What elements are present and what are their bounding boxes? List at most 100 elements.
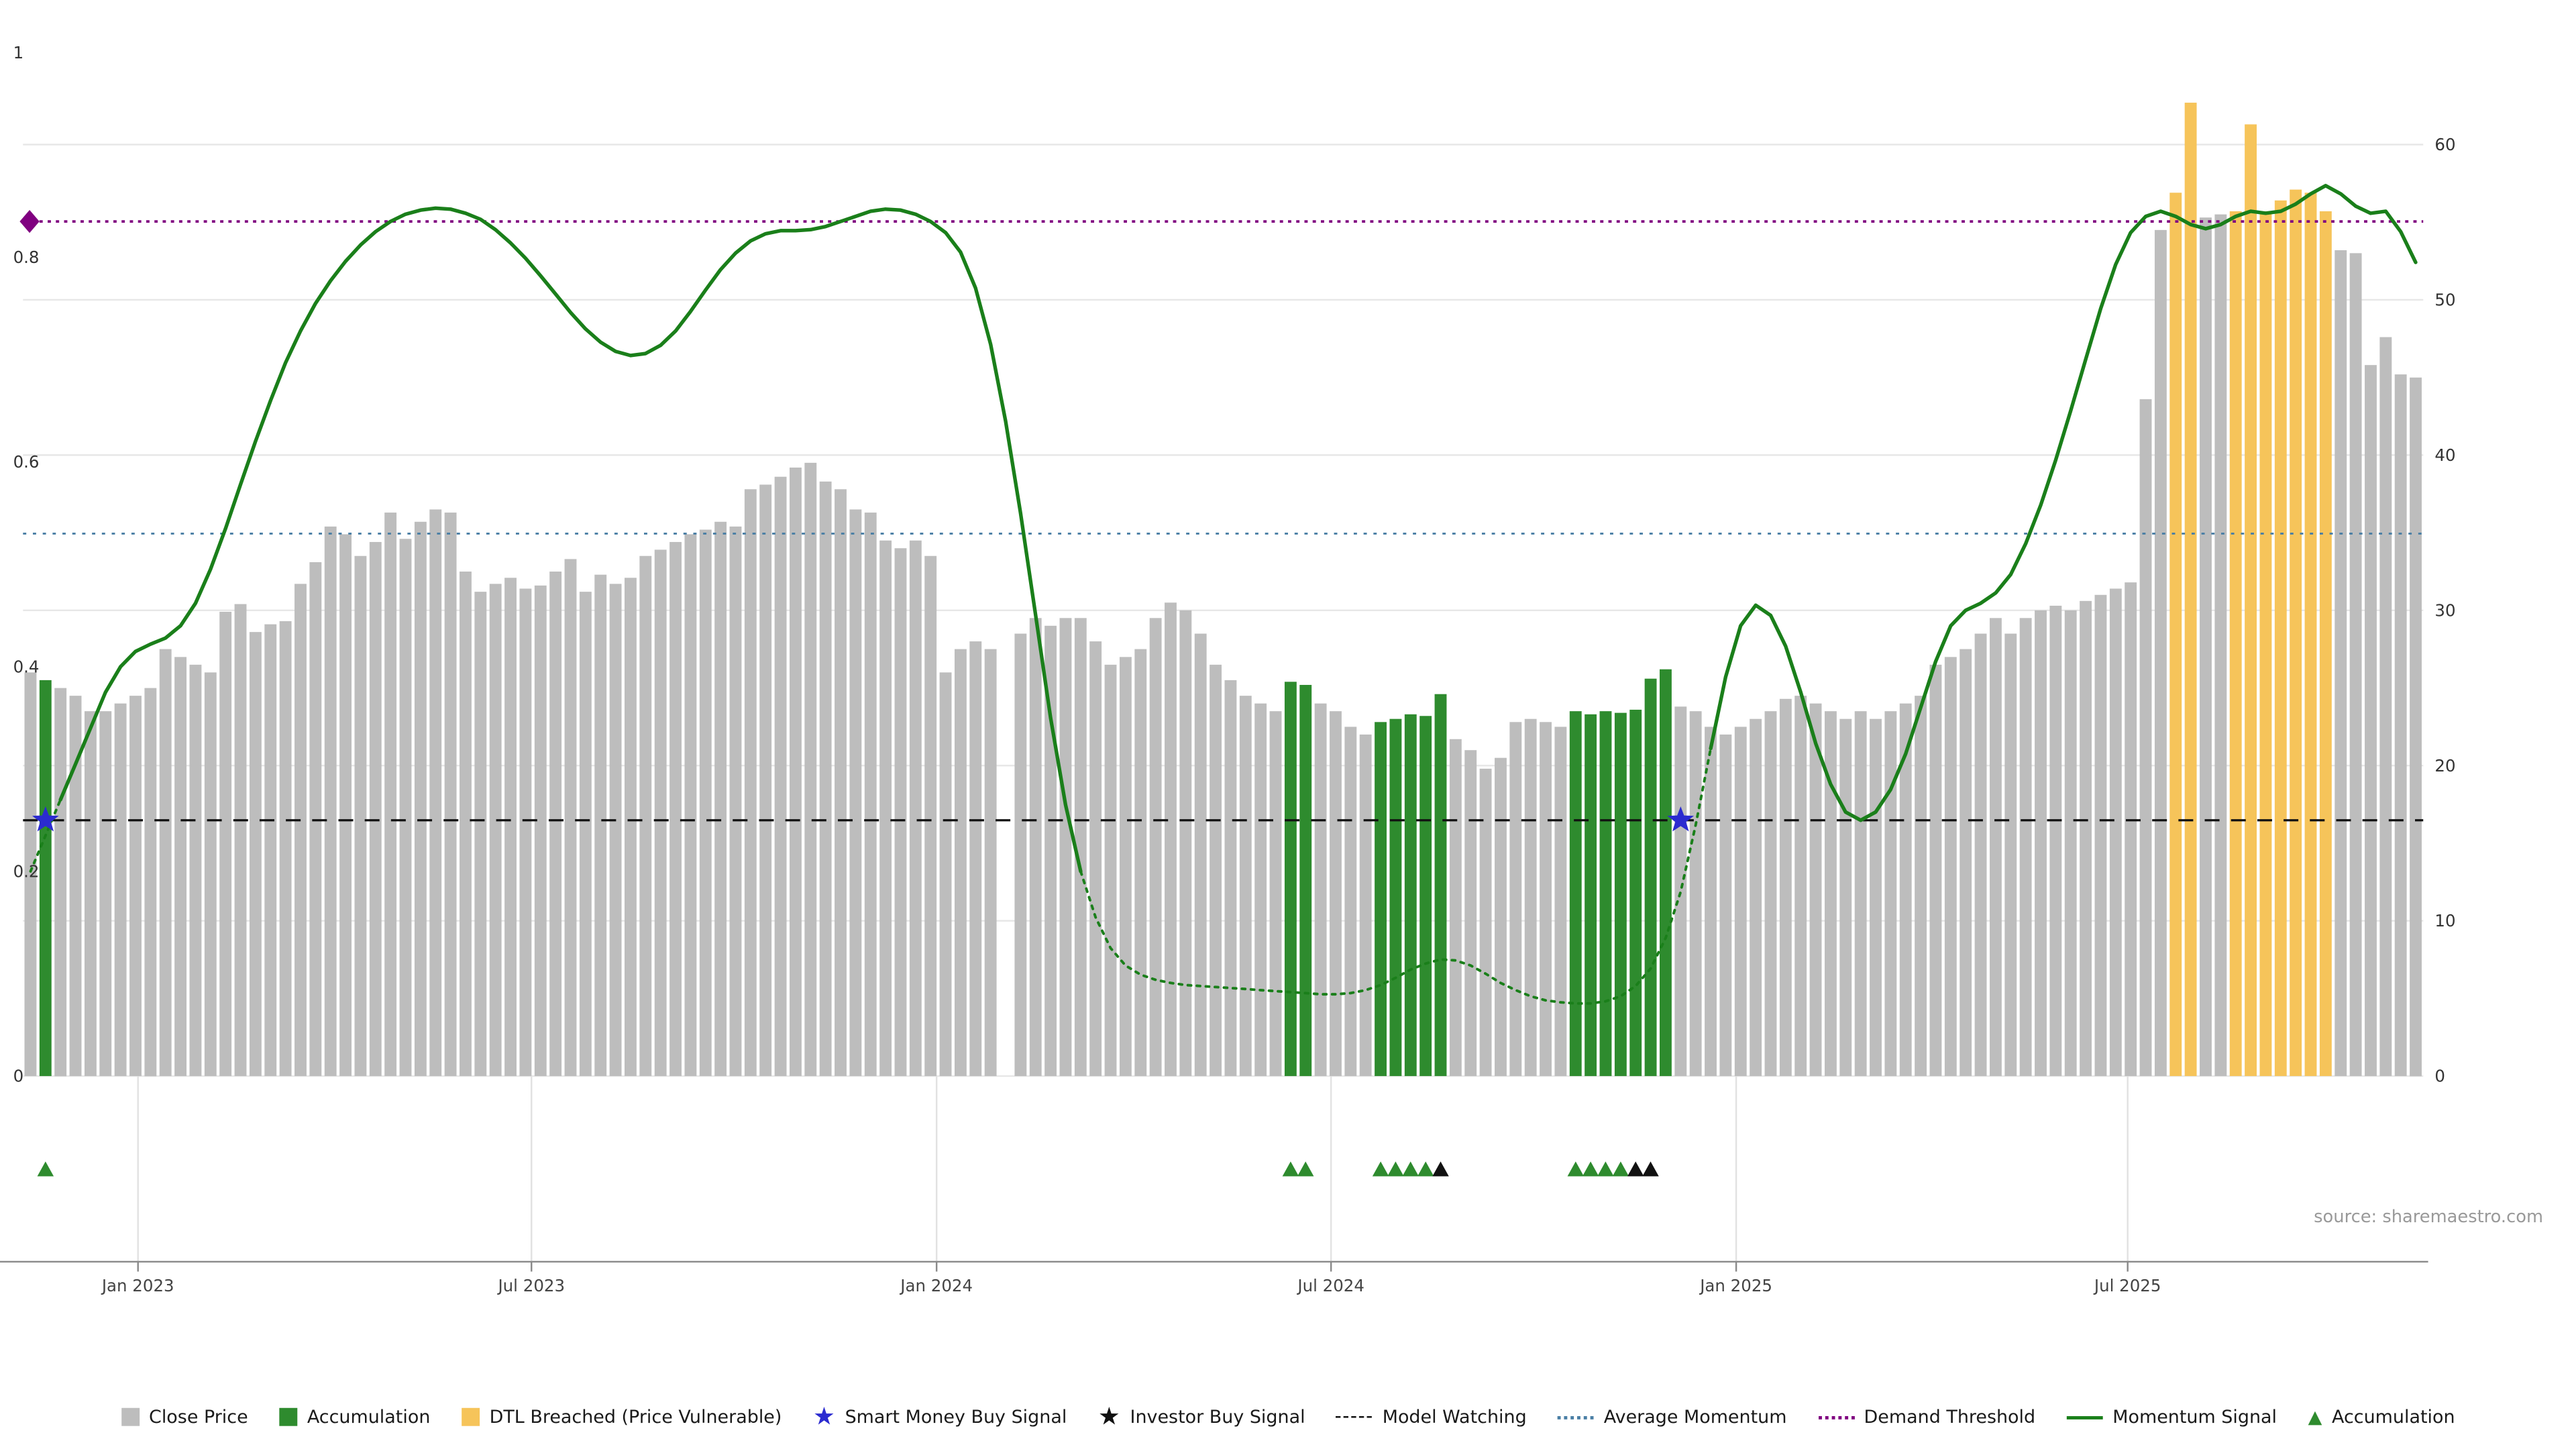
close-price-bar xyxy=(1989,618,2002,1077)
legend-item-close-price[interactable]: Close Price xyxy=(121,1406,248,1428)
close-price-bar xyxy=(639,555,652,1077)
momentum-signal-swatch-icon xyxy=(2066,1415,2103,1419)
close-price-bar xyxy=(714,521,727,1077)
investor-buy-triangle-marker xyxy=(1432,1161,1449,1177)
x-axis-tick-label: Jan 2024 xyxy=(899,1276,973,1295)
average-momentum-swatch-icon xyxy=(1558,1415,1595,1419)
legend-item-demand-threshold[interactable]: Demand Threshold xyxy=(1817,1406,2035,1428)
accumulation-bar xyxy=(1434,694,1447,1077)
close-price-bar xyxy=(835,489,847,1077)
x-axis-tick-label: Jul 2024 xyxy=(1296,1276,1364,1295)
close-price-bar xyxy=(1779,698,1792,1077)
close-price-bar xyxy=(849,509,862,1077)
close-price-bar xyxy=(1104,664,1117,1077)
momentum-line-segment xyxy=(1709,184,2418,822)
close-price-bar xyxy=(939,672,952,1077)
left-axis-tick-label: 0.4 xyxy=(13,657,40,676)
close-price-bar xyxy=(2080,600,2092,1077)
accumulation-bar xyxy=(1404,714,1417,1077)
momentum-line-segment xyxy=(29,798,62,873)
accumulation-bar xyxy=(1599,711,1612,1077)
right-axis-tick-label: 60 xyxy=(2434,135,2455,154)
legend-item-average-momentum[interactable]: Average Momentum xyxy=(1558,1406,1786,1428)
legend-item-investor-buy[interactable]: ★ Investor Buy Signal xyxy=(1097,1401,1305,1432)
close-price-bar xyxy=(339,534,352,1077)
close-price-bar xyxy=(879,540,892,1077)
close-price-bar xyxy=(1344,727,1357,1077)
close-price-bar xyxy=(444,513,457,1077)
close-price-bar xyxy=(954,649,967,1077)
reference-lines xyxy=(23,220,2424,822)
demand-threshold-swatch-icon xyxy=(1817,1415,1854,1419)
legend-item-accumulation[interactable]: Accumulation xyxy=(279,1406,430,1428)
close-price-bar xyxy=(2064,610,2077,1077)
close-price-bar xyxy=(519,588,532,1077)
close-price-bar xyxy=(2349,253,2362,1077)
close-price-bar xyxy=(369,541,382,1077)
close-price-bar xyxy=(2334,250,2347,1077)
dtl-breached-bar xyxy=(2319,211,2332,1077)
close-price-bar xyxy=(249,632,262,1077)
accumulation-bar xyxy=(1375,722,1387,1077)
legend-label: DTL Breached (Price Vulnerable) xyxy=(489,1406,782,1428)
accumulation-bar xyxy=(39,680,52,1077)
close-price-bar xyxy=(1330,711,1342,1077)
close-price-bar xyxy=(1210,664,1222,1077)
legend-item-smart-money-buy[interactable]: ★ Smart Money Buy Signal xyxy=(813,1404,1067,1429)
dtl-breached-bar xyxy=(2184,103,2197,1077)
legend-item-model-watching[interactable]: Model Watching xyxy=(1336,1406,1527,1428)
dtl-breached-bar xyxy=(2290,189,2302,1077)
close-price-bar xyxy=(864,513,877,1077)
close-price-bar xyxy=(1314,703,1327,1077)
close-price-bar xyxy=(1479,768,1492,1077)
accumulation-triangle-marker xyxy=(1612,1161,1629,1177)
close-price-bar xyxy=(54,688,67,1077)
close-price-bar xyxy=(804,462,817,1077)
close-price-bar xyxy=(2049,605,2062,1077)
close-price-bar xyxy=(264,624,277,1077)
close-price-bar xyxy=(1750,718,1762,1077)
right-axis-tick-label: 50 xyxy=(2434,290,2455,310)
accumulation-triangle-marker xyxy=(1417,1161,1434,1177)
close-price-bar xyxy=(1014,633,1027,1077)
x-axis-tick-label: Jan 2023 xyxy=(101,1276,174,1295)
close-price-bar xyxy=(1269,711,1282,1077)
accumulation-bar xyxy=(1614,712,1627,1077)
close-price-bar xyxy=(2214,214,2227,1077)
x-axis-tick-label: Jul 2025 xyxy=(2093,1276,2161,1295)
close-price-bar xyxy=(2004,633,2017,1077)
close-price-bar xyxy=(1194,633,1207,1077)
legend-label: Close Price xyxy=(149,1406,248,1428)
close-price-bar xyxy=(1464,750,1477,1077)
left-axis-tick-label: 1 xyxy=(13,43,24,62)
legend-item-dtl-breached[interactable]: DTL Breached (Price Vulnerable) xyxy=(461,1406,782,1428)
close-price-bar xyxy=(684,534,697,1077)
accumulation-bar xyxy=(1389,718,1402,1077)
legend-item-accumulation-tri[interactable]: ▲ Accumulation xyxy=(2308,1406,2455,1428)
accumulation-bar xyxy=(1644,678,1657,1077)
close-price-bar xyxy=(2410,377,2422,1077)
close-price-bar xyxy=(129,696,142,1077)
close-price-bar xyxy=(1884,711,1897,1077)
legend-label: Smart Money Buy Signal xyxy=(845,1406,1067,1428)
close-price-bar xyxy=(414,521,427,1077)
left-axis-tick-label: 0.2 xyxy=(13,862,40,881)
close-price-bar xyxy=(894,548,907,1077)
investor-buy-swatch-star-icon: ★ xyxy=(1097,1401,1120,1432)
close-price-bar xyxy=(1089,641,1102,1077)
close-price-bar xyxy=(1029,618,1042,1077)
accumulation-bar xyxy=(1419,716,1432,1077)
accumulation-bar xyxy=(1299,684,1312,1077)
momentum-line-segment xyxy=(58,206,1083,873)
close-price-bar xyxy=(1134,649,1147,1077)
accumulation-bar xyxy=(1585,714,1597,1077)
close-price-bar xyxy=(504,578,517,1077)
accumulation-bar xyxy=(1569,711,1582,1077)
investor-buy-triangle-marker xyxy=(1642,1161,1659,1177)
close-price-bar xyxy=(1764,711,1777,1077)
legend-item-momentum-signal[interactable]: Momentum Signal xyxy=(2066,1406,2277,1428)
legend-label: Accumulation xyxy=(2332,1406,2455,1428)
right-axis-tick-label: 20 xyxy=(2434,756,2455,775)
